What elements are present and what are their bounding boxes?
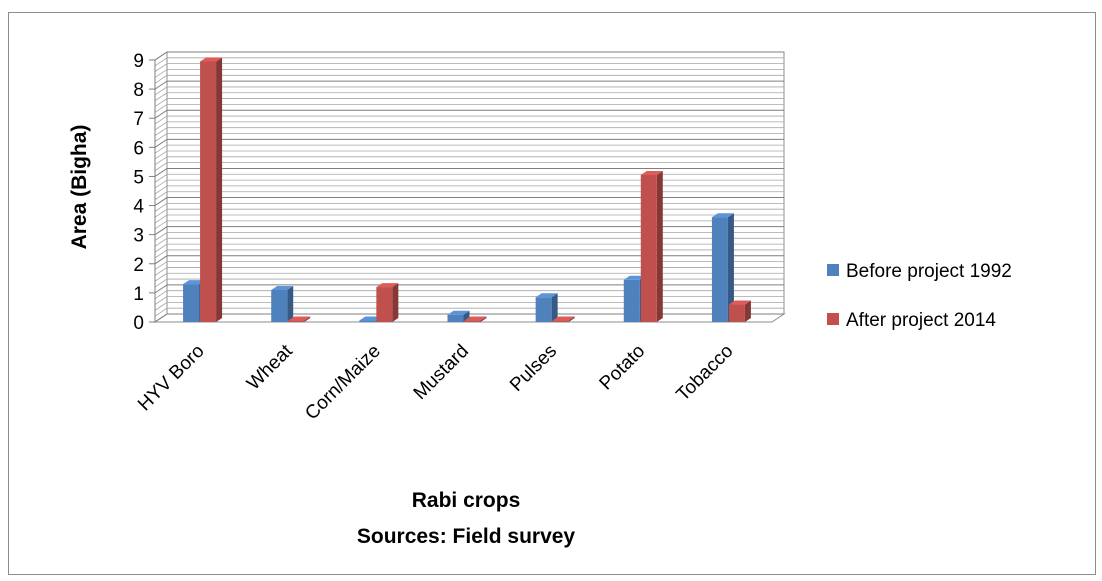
legend-label: After project 2014 [846, 310, 996, 331]
x-axis-labels: HYV Boro Wheat Corn/Maize Mustard Pulses Pota… [134, 340, 737, 424]
major-gridline [154, 284, 784, 294]
major-gridline [154, 226, 784, 236]
bar [376, 283, 399, 322]
minor-gridline [154, 261, 784, 270]
back-wall [166, 51, 785, 315]
minor-gridline [154, 237, 784, 247]
minor-gridline [154, 243, 784, 253]
minor-gridline [154, 133, 784, 142]
minor-gridline [154, 220, 784, 230]
bar [640, 170, 663, 322]
y-tick-label: 8 [133, 80, 144, 101]
x-tick-label: Pulses [506, 341, 561, 396]
major-gridline [154, 197, 784, 206]
x-tick-label: Mustard [410, 341, 473, 404]
minor-gridline [154, 173, 784, 183]
major-gridline [154, 138, 784, 148]
minor-gridline [154, 249, 784, 259]
major-gridline [154, 167, 784, 177]
y-axis-title: Area (Bigha) [68, 125, 91, 250]
minor-gridline [154, 162, 784, 171]
major-gridline [154, 109, 784, 119]
legend-swatch [827, 264, 839, 276]
y-tick-label: 0 [133, 313, 144, 334]
y-tick-label: 5 [133, 167, 144, 188]
x-tick-label: Tobacco [673, 341, 738, 406]
legend-label: Before project 1992 [846, 261, 1012, 282]
minor-gridline [154, 98, 784, 107]
minor-gridline [154, 290, 784, 300]
minor-gridline [154, 267, 784, 276]
major-gridline [154, 255, 784, 265]
minor-gridline [154, 208, 784, 218]
major-gridline [154, 80, 784, 90]
bar [271, 285, 294, 322]
minor-gridline [154, 307, 784, 317]
legend-swatch [827, 313, 839, 325]
minor-gridline [154, 150, 784, 160]
bar [200, 57, 223, 322]
x-tick-label: Corn/Maize [301, 341, 385, 425]
x-axis-title: Rabi crops [412, 489, 521, 512]
minor-gridline [154, 92, 784, 102]
y-axis-ticks: 0 1 2 3 4 5 6 7 8 9 [133, 51, 156, 334]
major-gridline [154, 51, 784, 61]
minor-gridline [154, 57, 784, 67]
minor-gridline [154, 127, 784, 137]
minor-gridline [154, 214, 784, 224]
minor-gridline [154, 185, 784, 195]
minor-gridline [154, 179, 784, 189]
minor-gridline [154, 74, 784, 84]
major-gridline [154, 313, 784, 323]
minor-gridline [154, 278, 784, 288]
minor-gridline [154, 104, 784, 113]
x-tick-label: Wheat [243, 340, 297, 394]
bar [464, 316, 487, 322]
y-tick-label: 6 [133, 138, 144, 159]
gridlines [154, 51, 784, 323]
minor-gridline [154, 272, 784, 282]
bar [552, 316, 575, 322]
y-tick-label: 4 [133, 197, 144, 218]
minor-gridline [154, 156, 784, 166]
bar [447, 310, 470, 322]
minor-gridline [154, 121, 784, 131]
minor-gridline [154, 296, 784, 305]
bar [535, 293, 558, 322]
bar [728, 300, 751, 322]
y-tick-label: 7 [133, 109, 144, 130]
x-tick-label: HYV Boro [134, 341, 209, 416]
minor-gridline [154, 191, 784, 201]
minor-gridline [154, 301, 784, 311]
y-tick-label: 3 [133, 226, 144, 247]
minor-gridline [154, 144, 784, 154]
bar [711, 213, 734, 322]
bars [183, 57, 751, 322]
minor-gridline [154, 232, 784, 241]
y-tick-label: 9 [133, 51, 144, 72]
y-tick-label: 1 [133, 284, 144, 305]
legend: Before project 1992 After project 2014 [827, 261, 1012, 331]
minor-gridline [154, 115, 784, 125]
minor-gridline [154, 69, 784, 78]
minor-gridline [154, 63, 784, 72]
bar [288, 316, 311, 322]
minor-gridline [154, 86, 784, 96]
x-tick-label: Potato [596, 341, 650, 395]
minor-gridline [154, 202, 784, 212]
y-tick-label: 2 [133, 255, 144, 276]
source-note: Sources: Field survey [357, 525, 576, 548]
